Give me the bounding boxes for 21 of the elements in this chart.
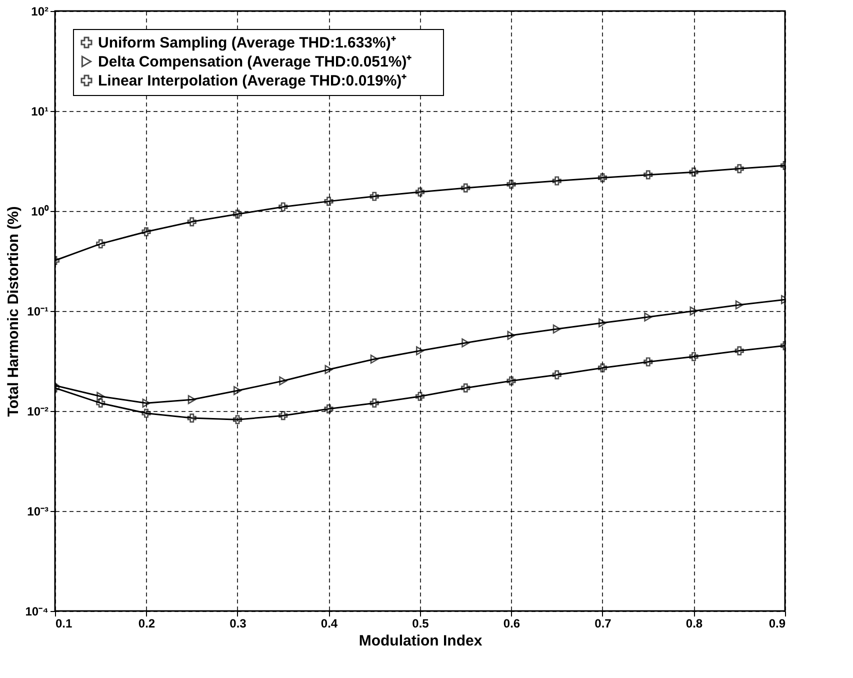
x-tick-label: 0.6: [503, 616, 520, 630]
x-tick-label: 0.3: [230, 616, 247, 630]
x-tick-label: 0.4: [320, 616, 338, 630]
x-tick-label: 0.9: [768, 616, 786, 630]
legend-label: Uniform Sampling (Average THD:1.633%)⁺: [98, 34, 396, 52]
x-tick-label: 0.7: [594, 616, 612, 630]
x-tick-label: 0.1: [56, 616, 73, 630]
y-tick-label: 10⁻²: [27, 404, 49, 418]
y-tick-label: 10⁻¹: [27, 304, 49, 318]
y-axis-title: Total Harmonic Distortion (%): [5, 206, 22, 417]
y-tick-label: 10⁰: [31, 204, 50, 218]
x-axis-title: Modulation Index: [358, 632, 483, 650]
legend-label: Delta Compensation (Average THD:0.051%)⁺: [98, 54, 412, 70]
y-tick-label: 10¹: [31, 104, 49, 118]
x-tick-label: 0.2: [138, 616, 156, 630]
legend-label: Linear Interpolation (Average THD:0.019%)⁺: [98, 72, 407, 90]
y-tick-label: 10²: [31, 4, 49, 18]
y-tick-label: 10⁻⁴: [25, 604, 49, 618]
x-tick-label: 0.5: [412, 616, 430, 630]
x-tick-label: 0.8: [686, 616, 703, 630]
y-tick-label: 10⁻³: [27, 504, 49, 518]
